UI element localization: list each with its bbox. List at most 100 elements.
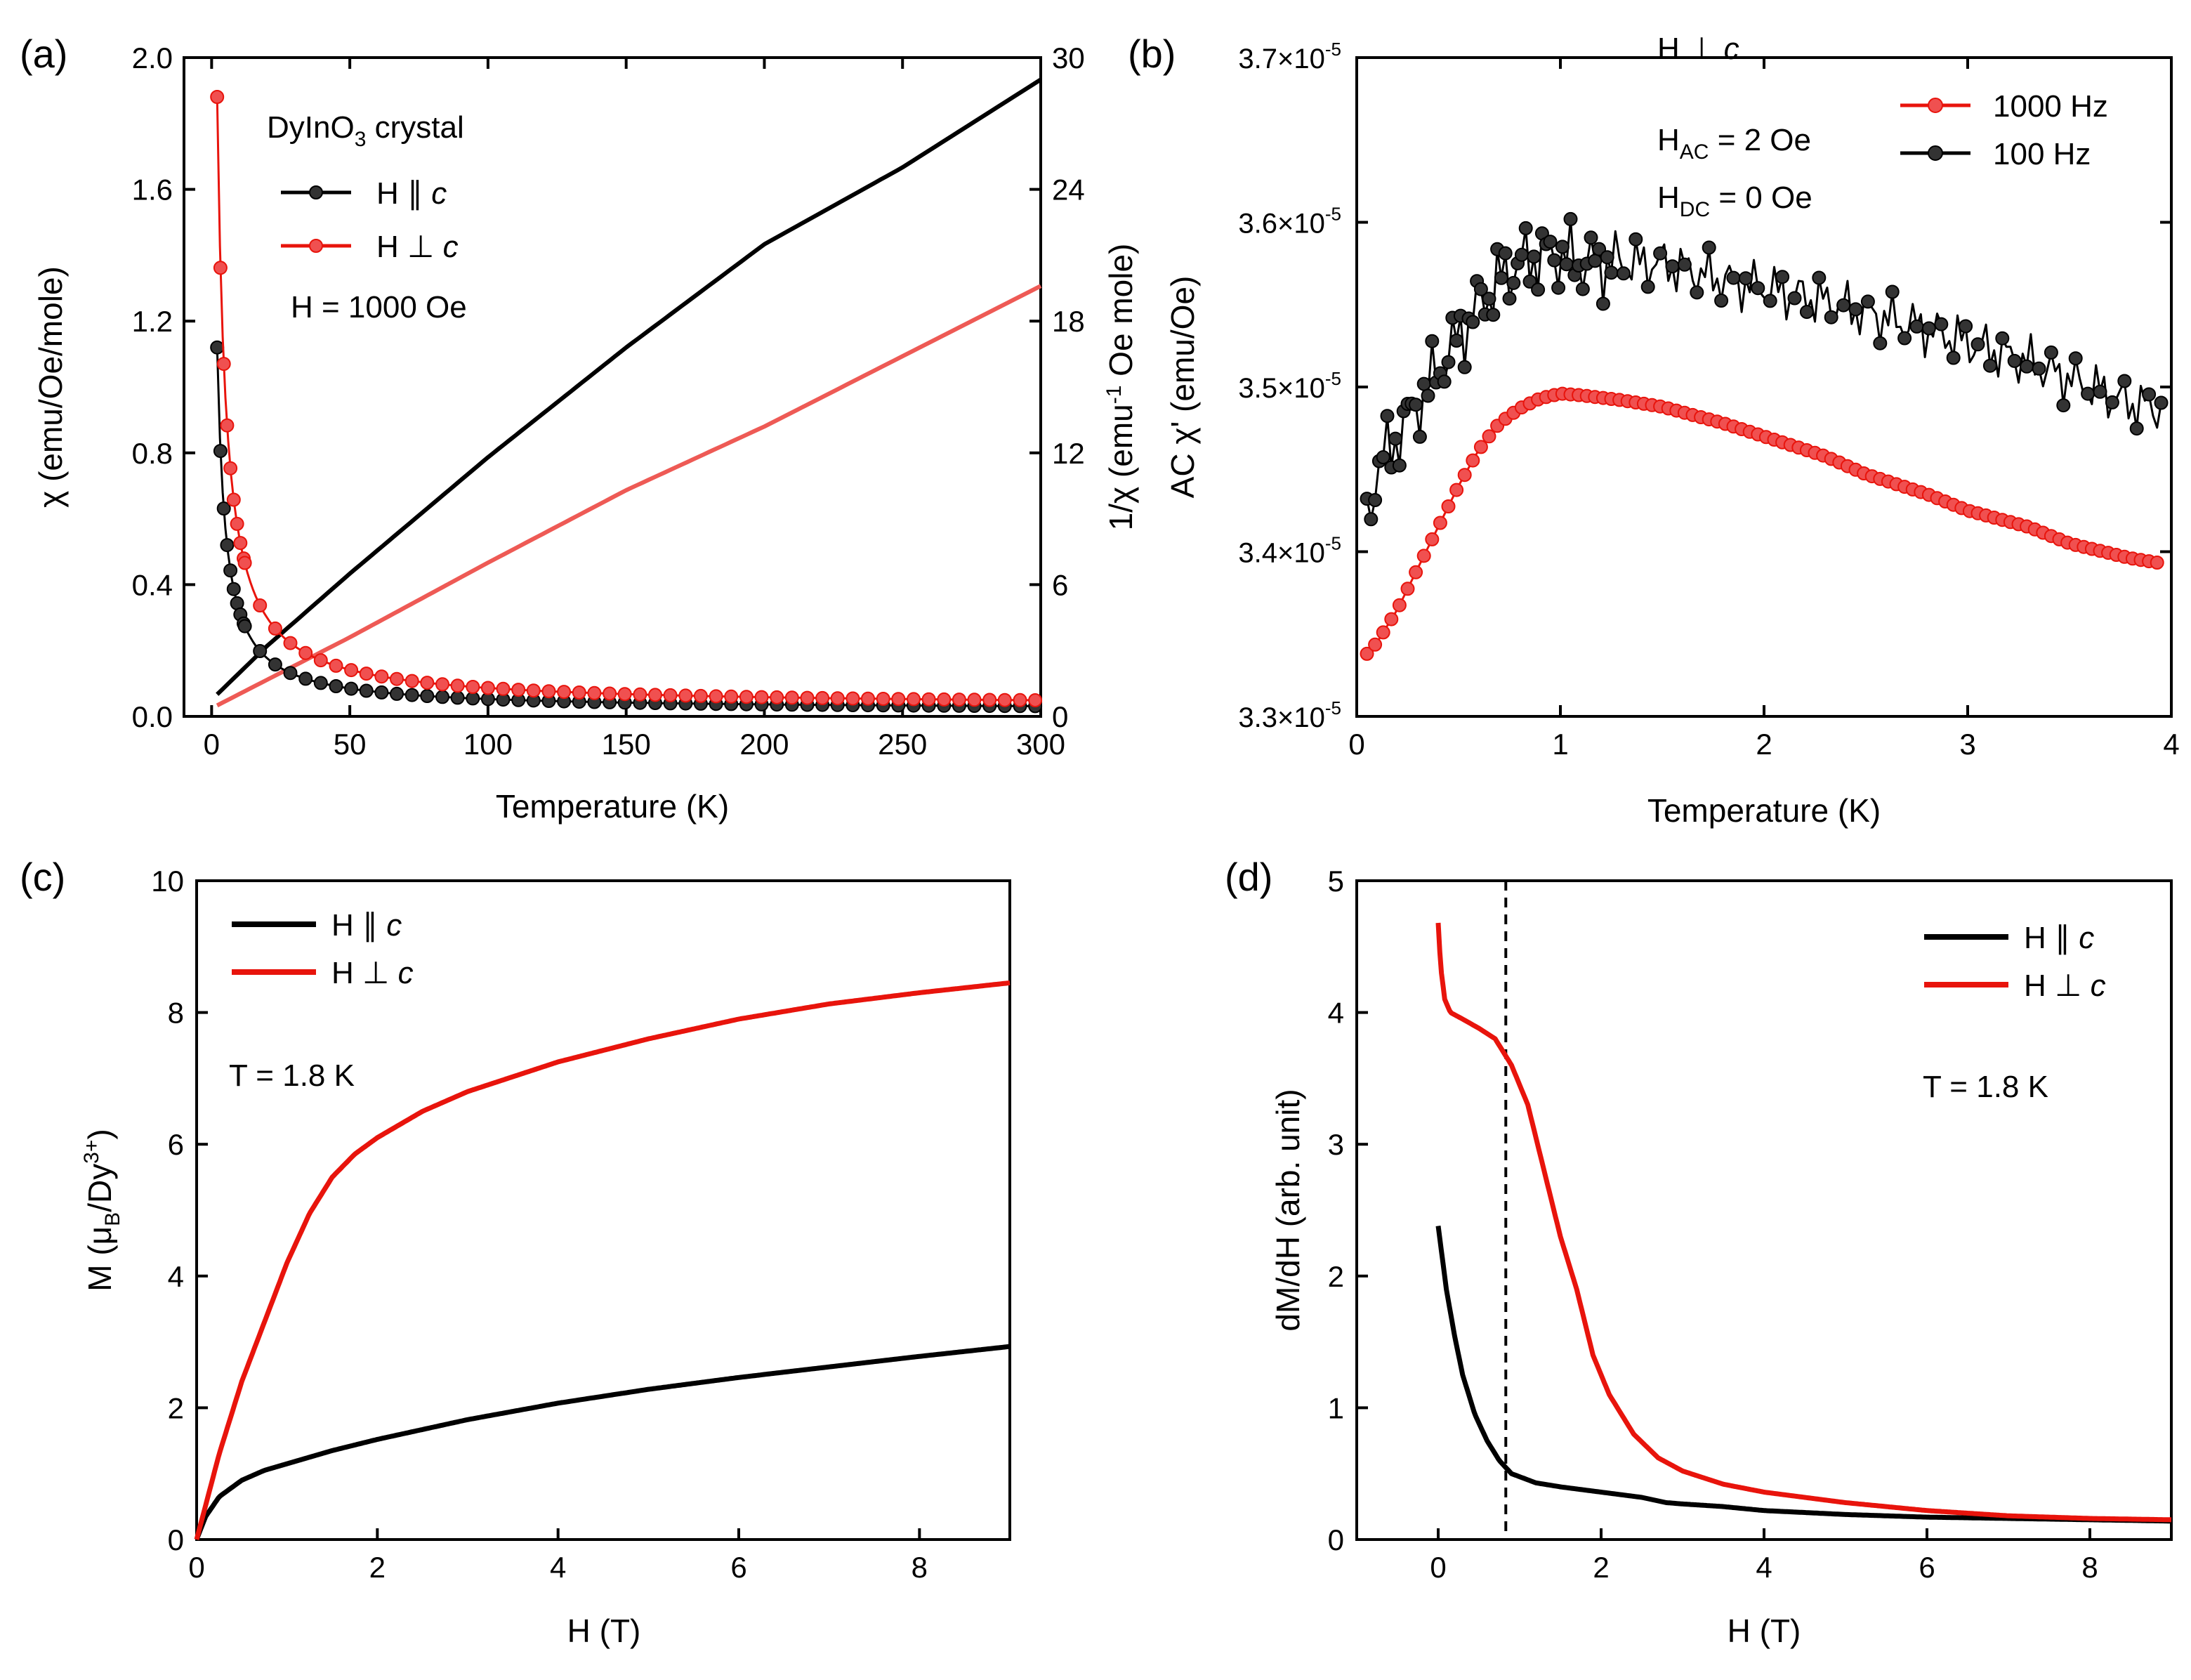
data-point-100hz xyxy=(1665,259,1680,274)
data-point-1000hz xyxy=(1368,637,1383,652)
x-tick-label-a: 50 xyxy=(334,728,367,761)
data-point-100hz xyxy=(1751,281,1765,296)
data-point xyxy=(784,690,799,705)
data-point xyxy=(220,538,235,553)
y-tick-label-d: 1 xyxy=(1328,1391,1344,1424)
x-tick-label-d: 0 xyxy=(1430,1551,1446,1584)
data-point xyxy=(861,691,875,706)
data-point-1000hz xyxy=(1457,468,1472,483)
x-tick-label-b: 0 xyxy=(1348,728,1364,761)
data-point xyxy=(223,563,238,578)
data-point-100hz xyxy=(1527,249,1541,264)
data-point-100hz xyxy=(1921,321,1936,336)
data-point xyxy=(220,418,235,433)
data-point xyxy=(450,690,465,705)
data-point-100hz xyxy=(1486,308,1501,322)
data-point-100hz xyxy=(1702,240,1716,255)
x-tick-label-a: 250 xyxy=(878,728,927,761)
y-tick-label-c: 8 xyxy=(168,997,184,1030)
data-point-100hz xyxy=(1616,266,1631,281)
data-point xyxy=(1028,693,1043,707)
data-point-100hz xyxy=(1959,319,1973,334)
data-point xyxy=(226,492,241,507)
data-point-100hz xyxy=(1726,270,1741,285)
legend-label-c-1: H ∥ c xyxy=(331,908,402,943)
data-point-100hz xyxy=(1970,337,1985,352)
y-axis-title-c: M (μB/Dy3+) xyxy=(80,1129,124,1291)
data-point-100hz xyxy=(1604,265,1619,280)
x-tick-label-c: 2 xyxy=(369,1551,386,1584)
y-tick-label-a: 0.4 xyxy=(132,568,173,601)
data-point xyxy=(210,340,225,355)
series-group-d xyxy=(1435,881,2173,1540)
data-point-100hz xyxy=(1575,282,1590,296)
temperature-annotation-c: T = 1.8 K xyxy=(229,1058,355,1093)
x-axis-title-c: H (T) xyxy=(567,1613,641,1649)
data-point xyxy=(374,669,389,684)
x-tick-label-b: 3 xyxy=(1959,728,1975,761)
axis-ticks-b: 0 1 2 3 4 3.3×10-5 3.4×10-5 3.5×10-5 3.6×10-5 3.7… xyxy=(1238,39,2179,761)
data-point xyxy=(216,501,231,516)
data-point-100hz xyxy=(1860,294,1875,309)
data-point-100hz xyxy=(1787,291,1802,306)
data-point-100hz xyxy=(2117,374,2132,388)
data-point-100hz xyxy=(1812,270,1827,285)
legend-label-a-1: H ∥ c xyxy=(376,176,447,211)
legend-marker-a-2 xyxy=(309,239,323,253)
data-point xyxy=(815,690,830,705)
legend-label-d-1: H ∥ c xyxy=(2024,921,2094,955)
data-point xyxy=(268,657,282,672)
data-point-100hz xyxy=(1425,334,1440,348)
data-point-100hz xyxy=(1494,270,1508,285)
panel-d: (d) 0 2 4 6 8 0 1 2 3 4 5 H ∥ c H ⊥ c T = 1.8 K H … xyxy=(1225,855,2173,1649)
y-tick-label-b: 3.4×10-5 xyxy=(1238,533,1341,569)
inverse-chi-line xyxy=(216,284,1042,708)
data-point xyxy=(237,556,252,570)
data-point xyxy=(404,674,419,688)
x-tick-label-c: 8 xyxy=(912,1551,928,1584)
x-tick-label-d: 4 xyxy=(1756,1551,1772,1584)
data-point-100hz xyxy=(1412,429,1427,444)
data-point xyxy=(313,653,328,668)
data-point-100hz xyxy=(2093,384,2107,399)
data-point xyxy=(907,692,921,707)
data-point xyxy=(480,681,495,695)
data-point xyxy=(435,677,449,692)
data-point xyxy=(216,357,231,372)
data-point-100hz xyxy=(1982,358,1997,373)
data-point-100hz xyxy=(2007,353,2022,368)
chi-line xyxy=(216,347,1041,707)
panel-label-a: (a) xyxy=(20,32,67,76)
data-point-100hz xyxy=(2142,387,2157,402)
data-point xyxy=(420,689,435,703)
data-point xyxy=(210,90,225,104)
data-point-100hz xyxy=(2081,386,2095,401)
data-point xyxy=(404,688,419,702)
data-point xyxy=(420,676,435,690)
x-tick-label-d: 6 xyxy=(1919,1551,1935,1584)
data-point xyxy=(557,685,572,700)
data-point xyxy=(693,688,708,703)
data-point-100hz xyxy=(1824,310,1838,324)
data-point xyxy=(344,681,359,696)
data-point xyxy=(390,686,404,701)
panel-b: (b) 0 1 2 3 4 3.3×10-5 3.4×10-5 3.5×10-5 3.6×10-… xyxy=(1128,32,2180,829)
data-point xyxy=(739,690,754,704)
data-point xyxy=(678,688,693,703)
data-point-100hz xyxy=(1409,398,1423,412)
y2-tick-label-a: 12 xyxy=(1052,437,1085,470)
data-point xyxy=(587,685,602,700)
data-point xyxy=(937,692,952,707)
data-point-100hz xyxy=(1677,257,1692,272)
data-point xyxy=(213,444,228,459)
y-tick-label-b: 3.5×10-5 xyxy=(1238,368,1341,404)
data-point-100hz xyxy=(1473,282,1488,296)
temperature-annotation-d: T = 1.8 K xyxy=(1923,1070,2048,1104)
y-tick-label-c: 6 xyxy=(168,1128,184,1161)
data-point xyxy=(283,666,298,681)
data-point xyxy=(359,667,374,681)
data-point-100hz xyxy=(1466,315,1480,329)
x-axis-title-b: Temperature (K) xyxy=(1647,792,1881,829)
y2-axis-title-a: 1/χ (emu-1 Oe mole) xyxy=(1103,244,1139,531)
data-point xyxy=(374,685,389,700)
